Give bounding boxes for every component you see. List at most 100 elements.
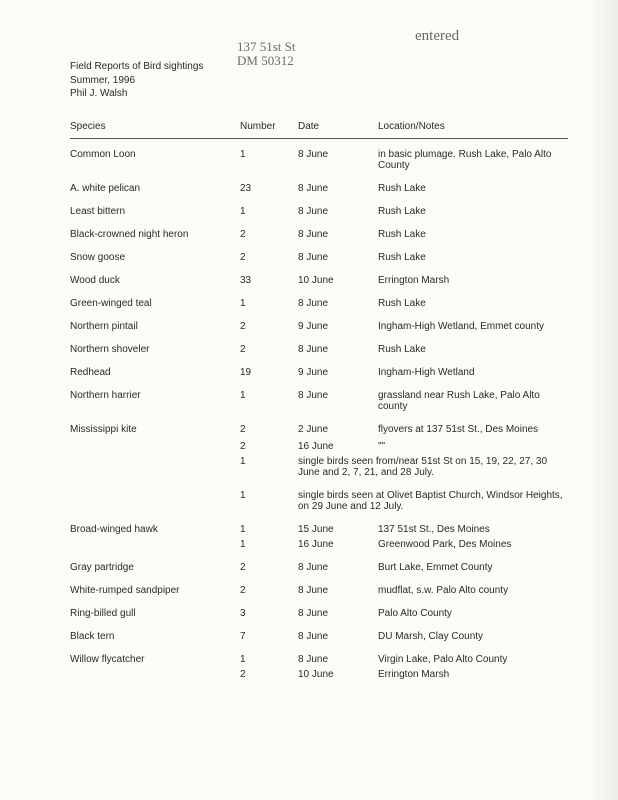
cell-number: 23 [240, 173, 298, 196]
table-row: White-rumped sandpiper28 Junemudflat, s.… [70, 575, 568, 598]
cell-number: 33 [240, 265, 298, 288]
cell-number: 2 [240, 437, 298, 454]
table-row: Mississippi kite22 Juneflyovers at 137 5… [70, 414, 568, 437]
scan-shadow [588, 0, 618, 800]
cell-notes: flyovers at 137 51st St., Des Moines [378, 414, 568, 437]
cell-notes: Rush Lake [378, 219, 568, 242]
cell-date: 8 June [298, 644, 378, 667]
cell-notes: Rush Lake [378, 242, 568, 265]
cell-date: 9 June [298, 311, 378, 334]
cell-number: 19 [240, 357, 298, 380]
cell-date: 8 June [298, 334, 378, 357]
cell-number: 1 [240, 196, 298, 219]
cell-notes: Rush Lake [378, 173, 568, 196]
cell-notes-wide: single birds seen at Olivet Baptist Chur… [298, 480, 568, 514]
cell-date: 9 June [298, 357, 378, 380]
table-row: 116 JuneGreenwood Park, Des Moines [70, 537, 568, 552]
cell-date: 8 June [298, 219, 378, 242]
cell-species: Snow goose [70, 242, 240, 265]
cell-notes: Rush Lake [378, 196, 568, 219]
table-row: Least bittern18 JuneRush Lake [70, 196, 568, 219]
cell-number: 2 [240, 414, 298, 437]
cell-date: 8 June [298, 380, 378, 414]
cell-notes: Errington Marsh [378, 265, 568, 288]
table-row: Gray partridge28 JuneBurt Lake, Emmet Co… [70, 552, 568, 575]
table-row: Snow goose28 JuneRush Lake [70, 242, 568, 265]
cell-number: 1 [240, 288, 298, 311]
table-body: Common Loon18 Junein basic plumage. Rush… [70, 138, 568, 682]
table-row: A. white pelican238 JuneRush Lake [70, 173, 568, 196]
cell-notes: Virgin Lake, Palo Alto County [378, 644, 568, 667]
table-row: Green-winged teal18 JuneRush Lake [70, 288, 568, 311]
cell-species: Mississippi kite [70, 414, 240, 437]
cell-species: A. white pelican [70, 173, 240, 196]
cell-number: 2 [240, 311, 298, 334]
cell-date: 8 June [298, 242, 378, 265]
cell-species: Wood duck [70, 265, 240, 288]
cell-species [70, 454, 240, 480]
header-line-2: Summer, 1996 [70, 75, 135, 86]
cell-number: 2 [240, 575, 298, 598]
cell-species: Black tern [70, 621, 240, 644]
cell-number: 2 [240, 667, 298, 682]
table-row: Black-crowned night heron28 JuneRush Lak… [70, 219, 568, 242]
table-row: 210 JuneErrington Marsh [70, 667, 568, 682]
col-species: Species [70, 119, 240, 139]
cell-number: 1 [240, 454, 298, 480]
cell-species: Green-winged teal [70, 288, 240, 311]
cell-species: Redhead [70, 357, 240, 380]
col-notes: Location/Notes [378, 119, 568, 139]
cell-date: 8 June [298, 621, 378, 644]
cell-number: 1 [240, 138, 298, 173]
cell-number: 7 [240, 621, 298, 644]
cell-species [70, 667, 240, 682]
table-row: Broad-winged hawk115 June137 51st St., D… [70, 514, 568, 537]
cell-species: Gray partridge [70, 552, 240, 575]
cell-notes: Rush Lake [378, 288, 568, 311]
cell-number: 2 [240, 552, 298, 575]
cell-date: 15 June [298, 514, 378, 537]
table-header-row: Species Number Date Location/Notes [70, 119, 568, 139]
cell-notes: Palo Alto County [378, 598, 568, 621]
cell-number: 1 [240, 644, 298, 667]
cell-number: 1 [240, 514, 298, 537]
cell-species [70, 537, 240, 552]
cell-date: 2 June [298, 414, 378, 437]
cell-date: 8 June [298, 288, 378, 311]
cell-species: Northern harrier [70, 380, 240, 414]
cell-notes: Rush Lake [378, 334, 568, 357]
cell-number: 2 [240, 334, 298, 357]
cell-number: 3 [240, 598, 298, 621]
cell-species: Black-crowned night heron [70, 219, 240, 242]
cell-notes: mudflat, s.w. Palo Alto county [378, 575, 568, 598]
cell-species [70, 480, 240, 514]
cell-notes: Burt Lake, Emmet County [378, 552, 568, 575]
cell-species: Willow flycatcher [70, 644, 240, 667]
cell-number: 1 [240, 537, 298, 552]
cell-species: Ring-billed gull [70, 598, 240, 621]
cell-date: 8 June [298, 552, 378, 575]
col-number: Number [240, 119, 298, 139]
cell-date: 10 June [298, 667, 378, 682]
table-row: 1single birds seen from/near 51st St on … [70, 454, 568, 480]
header-line-3: Phil J. Walsh [70, 88, 127, 99]
cell-number: 1 [240, 380, 298, 414]
col-date: Date [298, 119, 378, 139]
cell-date: 8 June [298, 196, 378, 219]
cell-species [70, 437, 240, 454]
cell-notes: in basic plumage. Rush Lake, Palo Alto C… [378, 138, 568, 173]
document-header: Field Reports of Bird sightings Summer, … [70, 60, 568, 101]
header-line-1: Field Reports of Bird sightings [70, 61, 203, 72]
cell-number: 2 [240, 242, 298, 265]
cell-notes: Ingham-High Wetland, Emmet county [378, 311, 568, 334]
cell-notes: DU Marsh, Clay County [378, 621, 568, 644]
table-row: Black tern78 JuneDU Marsh, Clay County [70, 621, 568, 644]
cell-number: 2 [240, 219, 298, 242]
scanned-page: entered 137 51st St DM 50312 Field Repor… [0, 0, 618, 800]
table-row: 1single birds seen at Olivet Baptist Chu… [70, 480, 568, 514]
cell-species: Common Loon [70, 138, 240, 173]
handwritten-address-line1: 137 51st St [237, 39, 296, 54]
table-row: Northern shoveler28 JuneRush Lake [70, 334, 568, 357]
table-row: 216 June "" [70, 437, 568, 454]
cell-notes: grassland near Rush Lake, Palo Alto coun… [378, 380, 568, 414]
